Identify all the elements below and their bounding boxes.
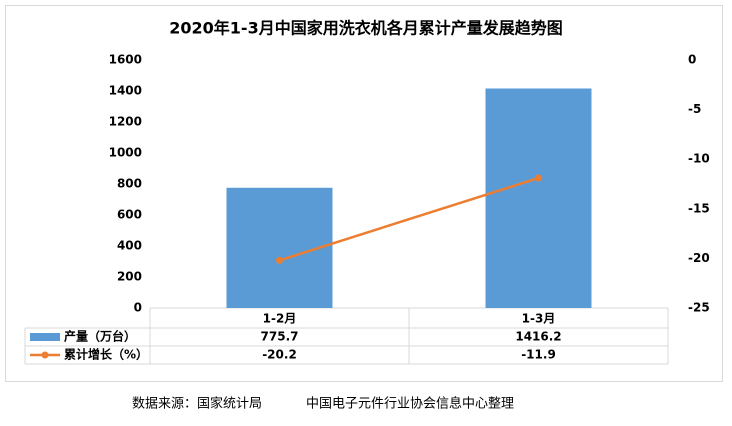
y-tick-label: 1000 — [109, 146, 142, 160]
table-value: 1416.2 — [515, 330, 561, 344]
x-tick-label: 1-3月 — [522, 312, 556, 326]
y-tick-label: 1400 — [109, 84, 142, 98]
line — [279, 176, 539, 262]
y-tick-label: 1200 — [109, 115, 142, 129]
table-value: -11.9 — [521, 348, 556, 362]
legend-marker — [41, 351, 49, 359]
footer-source: 数据来源：国家统计局 — [132, 396, 262, 412]
y-tick-label: 600 — [117, 208, 142, 222]
chart-frame — [5, 5, 723, 382]
y2-tick-label: -10 — [688, 152, 710, 166]
y-tick-label: 400 — [117, 239, 142, 253]
table-value: 775.7 — [261, 330, 299, 344]
y2-tick-label: 0 — [688, 53, 696, 67]
chart-title: 2020年1-3月中国家用洗衣机各月累计产量发展趋势图 — [169, 19, 562, 38]
y-tick-label: 800 — [117, 177, 142, 191]
y-tick-label: 1600 — [109, 53, 142, 67]
legend-label: 累计增长（%） — [64, 347, 148, 362]
y2-tick-label: -15 — [688, 201, 710, 215]
legend-swatch — [30, 333, 60, 341]
table-value: -20.2 — [262, 348, 297, 362]
line-marker — [535, 174, 542, 182]
line-marker — [276, 256, 283, 264]
y2-tick-label: -5 — [688, 102, 701, 116]
y-tick-label: 200 — [117, 270, 142, 284]
footer-organizer: 中国电子元件行业协会信息中心整理 — [306, 396, 514, 412]
y-tick-label: 0 — [134, 301, 142, 315]
x-tick-label: 1-2月 — [263, 312, 297, 326]
legend-label: 产量（万台） — [64, 329, 136, 344]
bar — [485, 88, 592, 308]
y2-tick-label: -20 — [688, 251, 710, 265]
y2-tick-label: -25 — [688, 301, 710, 315]
